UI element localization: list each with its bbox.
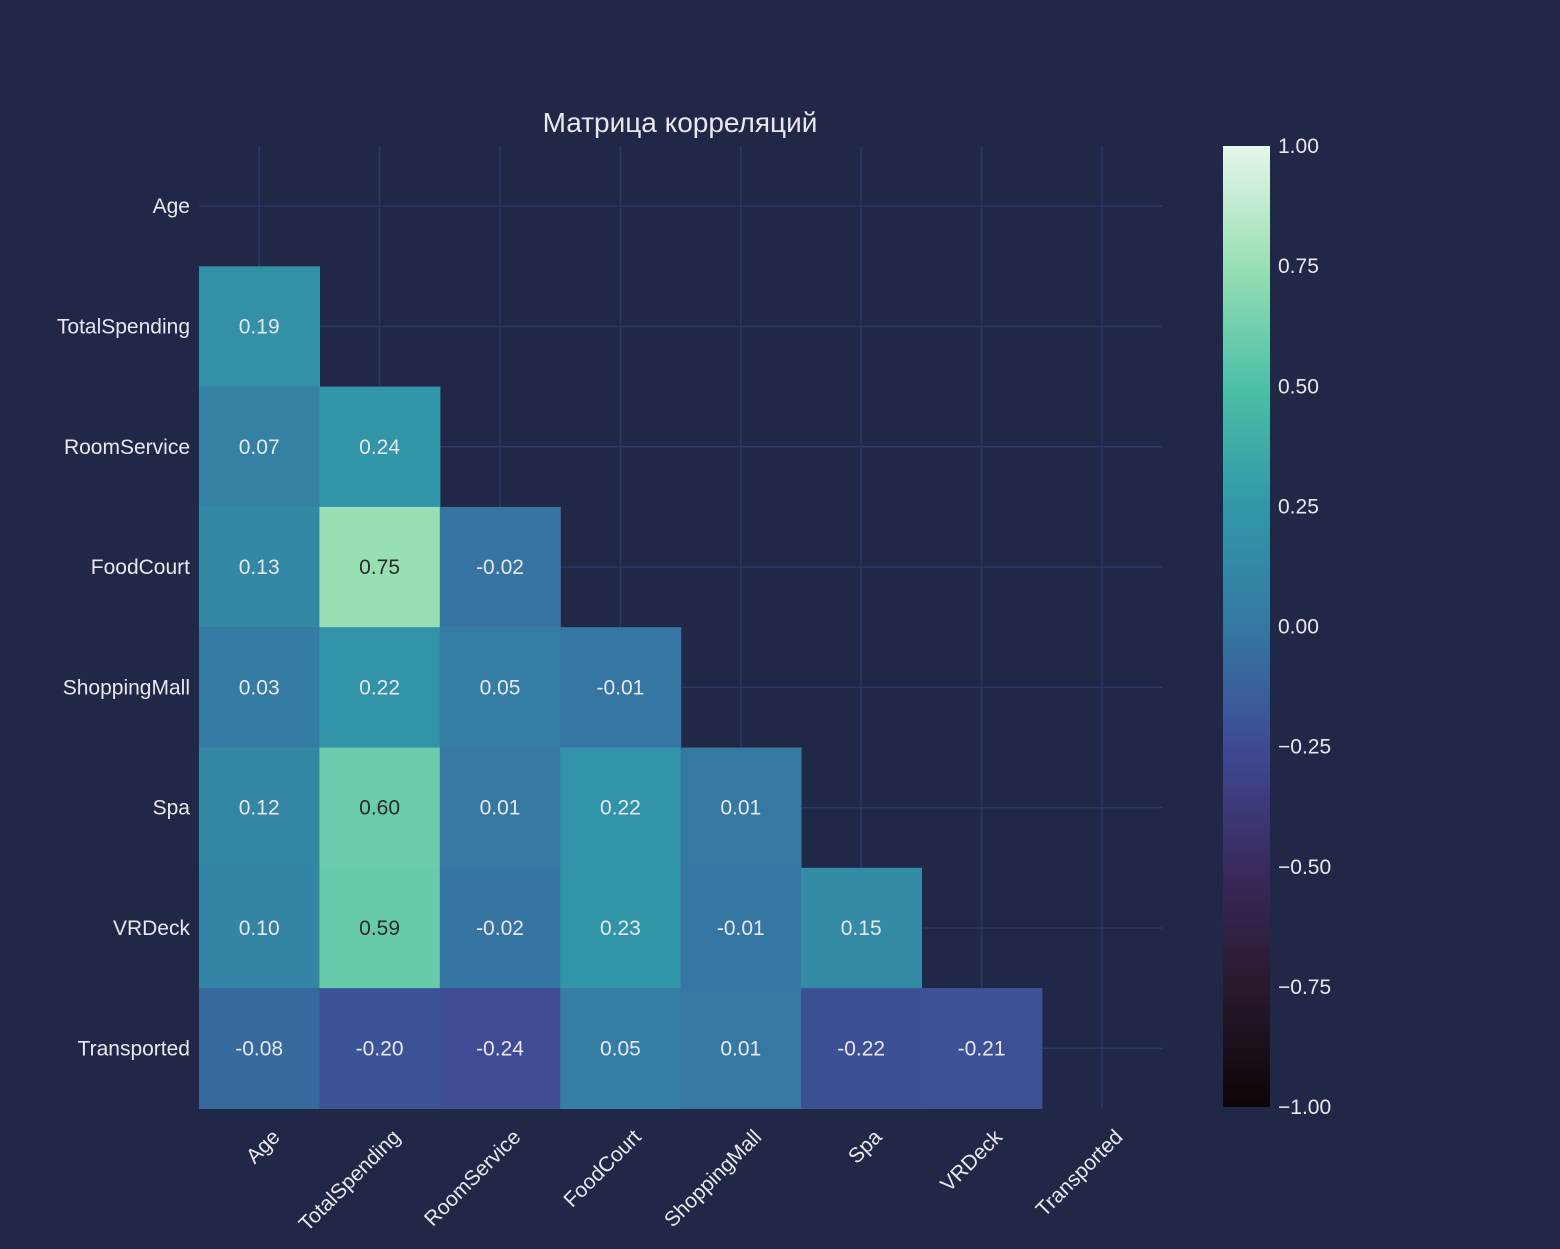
colorbar-tick-label: −1.00 [1278,1096,1331,1119]
heatmap-cell-Transported-Spa [801,988,922,1109]
cell-value-label: 0.15 [841,917,882,940]
cell-value-label: 0.60 [359,797,400,820]
cell-value-label: 0.05 [600,1037,641,1060]
cell-value-label: 0.13 [239,556,280,579]
cell-value-label: 0.01 [720,797,761,820]
cell-value-label: -0.08 [235,1037,283,1060]
heatmap-cell-Transported-Age [199,988,320,1109]
y-tick-label: Transported [78,1037,190,1060]
x-tick-label: ShoppingMall [660,1126,766,1232]
cell-value-label: 0.22 [359,676,400,699]
cell-value-label: 0.05 [480,676,521,699]
cell-value-label: 0.03 [239,676,280,699]
cell-value-label: -0.02 [476,917,524,940]
heatmap-cell-ShoppingMall-TotalSpending [319,627,441,749]
heatmap-cell-VRDeck-FoodCourt [560,867,682,989]
cell-value-label: 0.10 [239,917,280,940]
colorbar-tick-label: 0.00 [1278,616,1319,639]
x-tick-label: FoodCourt [559,1125,646,1212]
heatmap-cell-Transported-TotalSpending [319,988,441,1109]
colorbar-tick-label: −0.50 [1278,856,1331,879]
colorbar-tick-label: −0.75 [1278,976,1331,999]
colorbar-tick-label: 0.50 [1278,375,1319,398]
cell-value-label: 0.01 [480,797,521,820]
colorbar-tick-label: 0.75 [1278,255,1319,278]
cell-value-label: 0.19 [239,315,280,338]
y-tick-label: VRDeck [113,917,191,940]
y-tick-label: Age [153,195,190,218]
y-tick-label: TotalSpending [57,315,190,338]
y-axis-tick-labels: Age TotalSpending RoomService FoodCourt Shop… [57,195,191,1060]
x-tick-label: RoomService [420,1126,525,1231]
y-tick-label: Spa [153,797,191,820]
cell-value-label: 0.22 [600,797,641,820]
heatmap-cell-TotalSpending-Age [199,266,320,388]
cell-value-label: 0.59 [359,917,400,940]
heatmap-cell-ShoppingMall-FoodCourt [560,627,682,749]
cell-value-label: -0.21 [958,1037,1006,1060]
chart-title: Матрица корреляций [543,107,818,138]
cell-value-label: 0.12 [239,797,280,820]
heatmap-cell-Transported-VRDeck [921,988,1043,1109]
heatmap-cell-ShoppingMall-Age [199,627,320,749]
colorbar-tick-label: −0.25 [1278,736,1331,759]
heatmap-cell-VRDeck-Spa [801,867,922,989]
heatmap-cell-Spa-RoomService [439,747,561,869]
cell-value-label: 0.01 [720,1037,761,1060]
heatmap-cell-Transported-RoomService [439,988,561,1109]
colorbar-gradient [1223,146,1270,1107]
x-tick-label: TotalSpending [295,1126,405,1236]
heatmap-cell-VRDeck-TotalSpending [319,867,441,989]
heatmap-cell-Spa-FoodCourt [560,747,682,869]
heatmap-cell-Spa-ShoppingMall [680,747,802,869]
cell-value-label: -0.22 [837,1037,885,1060]
cell-value-label: 0.75 [359,556,400,579]
cell-value-label: 0.23 [600,917,641,940]
heatmap-cell-Transported-ShoppingMall [680,988,802,1109]
heatmap-cell-FoodCourt-Age [199,506,320,628]
cell-value-label: -0.24 [476,1037,524,1060]
y-tick-label: RoomService [64,436,190,459]
cell-value-label: -0.20 [356,1037,404,1060]
cell-value-labels: 0.19 0.07 0.24 0.13 0.75 -0.02 0.03 0.22 0.05 -0.… [235,315,1005,1060]
x-tick-label: Age [242,1126,285,1169]
heatmap-cell-Spa-TotalSpending [319,747,441,869]
x-axis-tick-labels: Age TotalSpending RoomService FoodCourt Shop… [242,1125,1127,1236]
cell-value-label: 0.24 [359,436,400,459]
cell-value-label: -0.01 [717,917,765,940]
heatmap-cells [199,266,1043,1109]
cell-value-label: -0.02 [476,556,524,579]
heatmap-cell-Spa-Age [199,747,320,869]
heatmap-cell-VRDeck-Age [199,867,320,989]
colorbar-tick-label: 0.25 [1278,495,1319,518]
colorbar-tick-label: 1.00 [1278,135,1319,158]
cell-value-label: 0.07 [239,436,280,459]
heatmap-cell-ShoppingMall-RoomService [439,627,561,749]
x-tick-label: VRDeck [936,1125,1007,1196]
x-tick-label: Transported [1032,1126,1128,1222]
heatmap-cell-RoomService-TotalSpending [319,386,441,508]
heatmap-cell-VRDeck-ShoppingMall [680,867,802,989]
colorbar: 1.00 0.75 0.50 0.25 0.00 −0.25 −0.50 −0.75 −1.00 [1223,135,1331,1119]
heatmap-cell-Transported-FoodCourt [560,988,682,1109]
cell-value-label: -0.01 [596,676,644,699]
heatmap-cell-VRDeck-RoomService [439,867,561,989]
x-tick-label: Spa [844,1125,887,1168]
heatmap-cell-FoodCourt-TotalSpending [319,506,441,628]
heatmap-cell-RoomService-Age [199,386,320,508]
heatmap-cell-FoodCourt-RoomService [439,506,561,628]
y-tick-label: FoodCourt [91,556,190,579]
y-tick-label: ShoppingMall [63,676,190,699]
